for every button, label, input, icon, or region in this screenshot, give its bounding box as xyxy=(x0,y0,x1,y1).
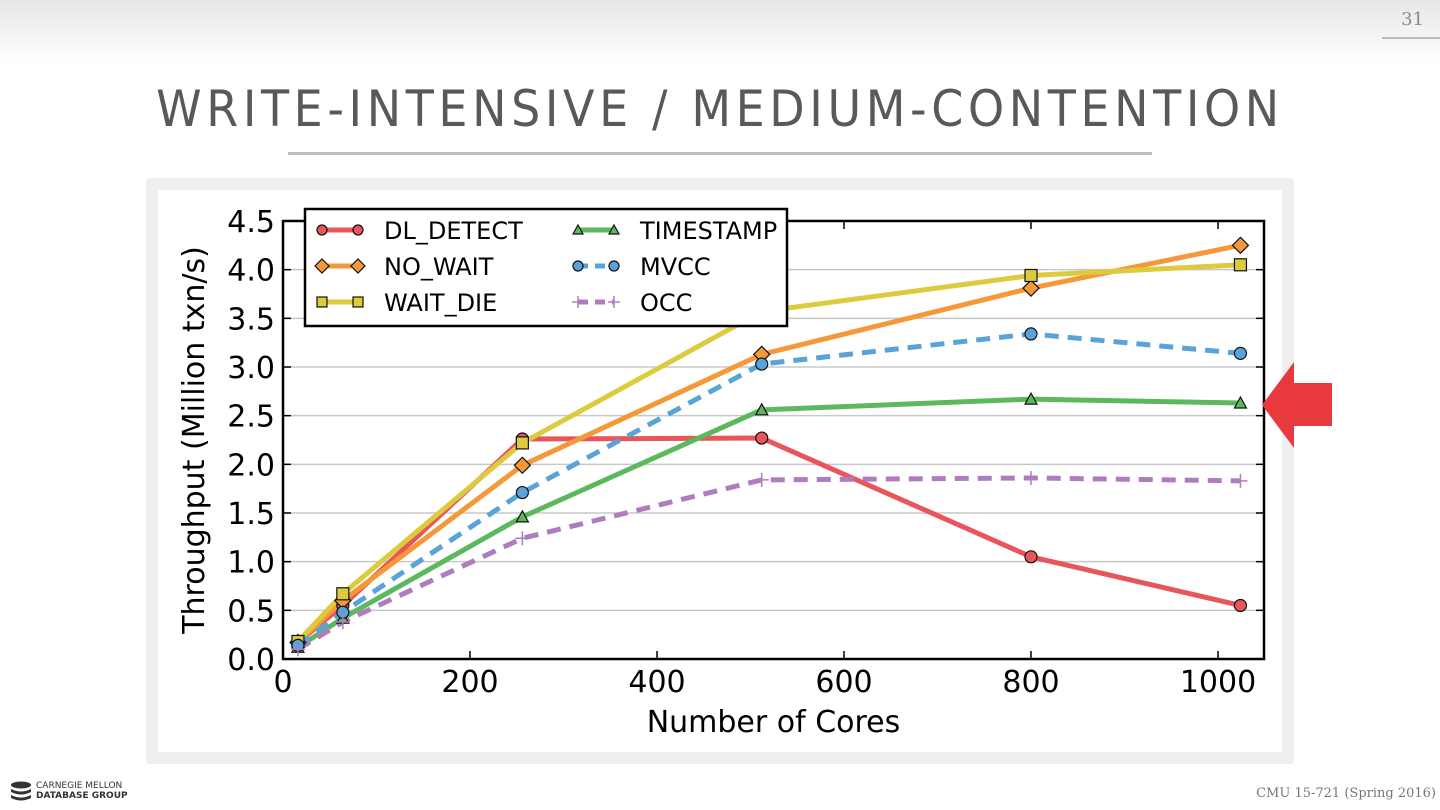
y-tick-label: 4.0 xyxy=(227,254,275,289)
data-point-dl-detect xyxy=(1024,550,1038,564)
x-tick-label: 1000 xyxy=(1180,665,1256,700)
series-line-occ xyxy=(296,475,1241,652)
x-tick-label: 400 xyxy=(628,665,685,700)
data-point-timestamp xyxy=(1023,391,1039,405)
data-point-occ xyxy=(515,531,530,546)
legend: DL_DETECT NO_WAIT WAIT_DIE TIMESTAMP MVCC OCC xyxy=(303,207,789,328)
legend-entry-occ: OCC xyxy=(572,289,692,317)
legend-label: OCC xyxy=(640,289,692,317)
data-point-no-wait xyxy=(1022,279,1040,298)
data-point-dl-detect xyxy=(1233,598,1248,613)
header-band xyxy=(0,0,1440,62)
legend-marker xyxy=(572,296,584,308)
data-point-dl-detect xyxy=(755,431,769,445)
data-point-occ xyxy=(1024,470,1038,485)
legend-marker xyxy=(316,224,328,236)
data-point-mvcc xyxy=(1233,346,1248,360)
legend-marker xyxy=(316,296,328,308)
data-point-wait-die xyxy=(1024,268,1038,283)
y-tick-label: 2.5 xyxy=(227,400,275,435)
data-point-no-wait xyxy=(513,456,532,475)
y-tick-label: 3.5 xyxy=(227,302,275,337)
data-point-occ xyxy=(335,615,350,630)
data-point-occ xyxy=(754,472,769,487)
data-point-wait-die xyxy=(336,587,350,601)
slide-number-rule xyxy=(1382,37,1440,39)
series-line-no-wait xyxy=(296,242,1241,645)
highlight-arrow-icon xyxy=(1262,362,1332,448)
legend-marker xyxy=(352,296,364,308)
y-tick-label: 0.0 xyxy=(227,643,275,678)
data-point-mvcc xyxy=(1024,327,1038,341)
legend-marker xyxy=(607,223,621,235)
title-underline xyxy=(288,152,1152,155)
legend-marker xyxy=(572,260,584,272)
data-point-timestamp xyxy=(515,509,530,523)
data-point-mvcc xyxy=(755,357,769,371)
data-point-wait-die xyxy=(1233,258,1248,272)
data-point-timestamp xyxy=(754,402,769,416)
legend-label: TIMESTAMP xyxy=(639,217,777,245)
legend-entry-timestamp: TIMESTAMP xyxy=(571,217,777,245)
legend-entry-no-wait: NO_WAIT xyxy=(314,253,494,281)
legend-entry-mvcc: MVCC xyxy=(572,253,711,281)
legend-marker xyxy=(350,258,366,274)
x-tick-label: 600 xyxy=(815,665,872,700)
y-tick-label: 1.5 xyxy=(227,497,275,532)
x-axis-label: Number of Cores xyxy=(647,705,901,740)
data-point-timestamp xyxy=(1233,395,1248,409)
legend-entry-dl-detect: DL_DETECT xyxy=(316,217,523,245)
legend-marker xyxy=(352,224,364,236)
legend-marker xyxy=(314,258,330,274)
y-tick-label: 1.0 xyxy=(227,546,275,581)
data-point-occ xyxy=(290,642,305,657)
legend-label: NO_WAIT xyxy=(384,253,494,281)
legend-box xyxy=(303,207,789,328)
data-point-wait-die xyxy=(515,436,529,450)
y-axis-label: Throughput (Million txn/s) xyxy=(177,246,212,635)
legend-label: DL_DETECT xyxy=(384,217,523,245)
series-line-mvcc xyxy=(296,331,1241,648)
y-tick-label: 3.0 xyxy=(227,351,275,386)
data-point-occ xyxy=(1233,473,1248,488)
data-point-mvcc xyxy=(515,485,529,500)
course-footer: CMU 15-721 (Spring 2016) xyxy=(1256,786,1436,801)
legend-marker xyxy=(608,296,620,308)
x-tick-label: 800 xyxy=(1002,665,1059,700)
logo-line2: DATABASE GROUP xyxy=(36,791,128,801)
slide-number: 31 xyxy=(1401,9,1424,30)
series-line-dl-detect xyxy=(296,435,1242,645)
y-tick-label: 0.5 xyxy=(227,594,275,629)
data-point-no-wait xyxy=(1231,236,1250,255)
database-icon xyxy=(11,781,31,801)
legend-label: WAIT_DIE xyxy=(384,289,497,317)
logo-line1: CARNEGIE MELLON xyxy=(36,781,123,791)
y-tick-label: 4.5 xyxy=(227,205,275,240)
legend-marker xyxy=(608,260,620,272)
legend-entry-wait-die: WAIT_DIE xyxy=(316,289,497,317)
series-line-timestamp xyxy=(296,396,1241,650)
cmu-db-logo: CARNEGIE MELLON DATABASE GROUP xyxy=(10,781,128,801)
y-tick-label: 2.0 xyxy=(227,448,275,483)
x-tick-label: 0 xyxy=(273,665,292,700)
slide-title: WRITE-INTENSIVE / MEDIUM-CONTENTION xyxy=(156,80,1284,138)
legend-label: MVCC xyxy=(640,253,711,281)
x-tick-label: 200 xyxy=(441,665,498,700)
legend-marker xyxy=(571,223,585,235)
